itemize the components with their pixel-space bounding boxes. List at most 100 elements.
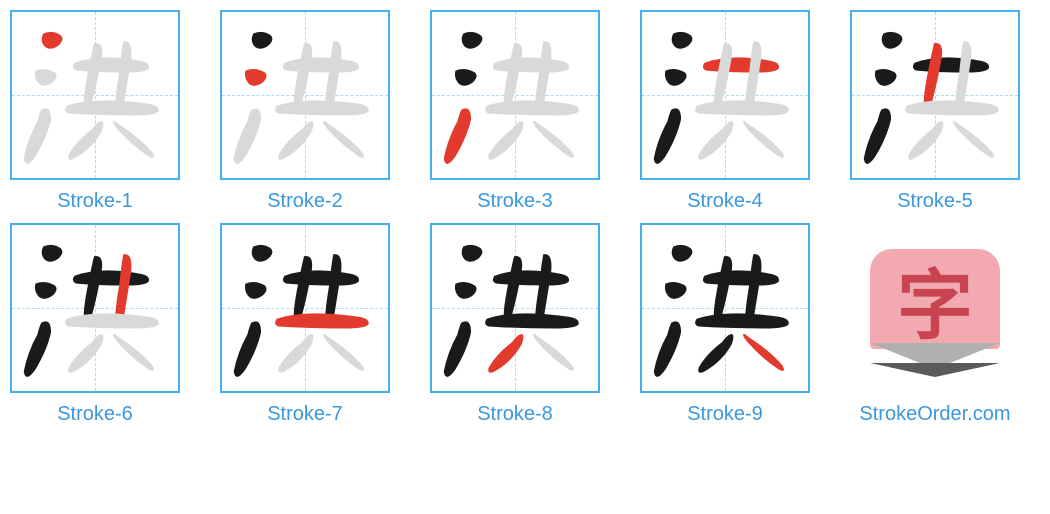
- stroke-path-8: [908, 121, 943, 160]
- stroke-path-1: [462, 32, 483, 49]
- stroke-path-5: [84, 43, 102, 106]
- stroke-path-7: [275, 313, 369, 328]
- stroke-path-3: [234, 108, 261, 163]
- logo-top: 字: [870, 249, 1000, 349]
- character-svg-6: [12, 225, 178, 391]
- stroke-path-5: [504, 43, 522, 106]
- character-svg-1: [12, 12, 178, 178]
- stroke-path-1: [252, 32, 273, 49]
- stroke-path-1: [672, 32, 693, 49]
- stroke-path-5: [924, 43, 942, 106]
- stroke-box-1: [10, 10, 180, 180]
- stroke-box-8: [430, 223, 600, 393]
- stroke-path-2: [455, 282, 477, 299]
- stroke-path-8: [488, 334, 523, 373]
- stroke-path-3: [24, 108, 51, 163]
- stroke-cell-3: Stroke-3: [430, 10, 600, 213]
- stroke-path-2: [35, 69, 57, 86]
- stroke-path-7: [275, 100, 369, 115]
- logo-tri-dark: [870, 363, 1000, 377]
- stroke-label-8: Stroke-8: [477, 403, 553, 426]
- logo-cell: 字 StrokeOrder.com: [850, 223, 1020, 426]
- stroke-path-9: [323, 121, 364, 158]
- stroke-path-9: [533, 121, 574, 158]
- stroke-path-8: [68, 334, 103, 373]
- stroke-box-9: [640, 223, 810, 393]
- stroke-path-8: [698, 121, 733, 160]
- stroke-cell-4: Stroke-4: [640, 10, 810, 213]
- stroke-box-7: [220, 223, 390, 393]
- character-svg-2: [222, 12, 388, 178]
- stroke-label-5: Stroke-5: [897, 190, 973, 213]
- stroke-path-7: [485, 100, 579, 115]
- stroke-path-2: [455, 69, 477, 86]
- stroke-path-1: [42, 245, 63, 262]
- stroke-path-4: [283, 270, 359, 285]
- stroke-path-2: [875, 69, 897, 86]
- stroke-path-8: [278, 121, 313, 160]
- stroke-path-5: [294, 256, 312, 319]
- stroke-path-7: [905, 100, 999, 115]
- stroke-path-2: [665, 282, 687, 299]
- stroke-path-2: [665, 69, 687, 86]
- stroke-path-5: [714, 43, 732, 106]
- stroke-path-7: [65, 313, 159, 328]
- stroke-path-5: [294, 43, 312, 106]
- stroke-label-9: Stroke-9: [687, 403, 763, 426]
- stroke-grid: Stroke-1 Stroke-2 Stroke-3 Stroke-4 Stroke-5…: [10, 10, 1040, 426]
- stroke-label-3: Stroke-3: [477, 190, 553, 213]
- stroke-path-4: [283, 57, 359, 72]
- stroke-label-4: Stroke-4: [687, 190, 763, 213]
- stroke-path-1: [882, 32, 903, 49]
- stroke-path-3: [444, 321, 471, 376]
- character-svg-5: [852, 12, 1018, 178]
- stroke-path-9: [323, 334, 364, 371]
- stroke-path-7: [695, 100, 789, 115]
- stroke-path-4: [703, 57, 779, 72]
- stroke-cell-9: Stroke-9: [640, 223, 810, 426]
- stroke-path-4: [493, 270, 569, 285]
- character-svg-8: [432, 225, 598, 391]
- character-svg-9: [642, 225, 808, 391]
- character-svg-4: [642, 12, 808, 178]
- character-svg-3: [432, 12, 598, 178]
- stroke-label-1: Stroke-1: [57, 190, 133, 213]
- stroke-path-9: [743, 121, 784, 158]
- stroke-path-9: [743, 334, 784, 371]
- stroke-path-3: [654, 321, 681, 376]
- stroke-path-9: [533, 334, 574, 371]
- stroke-path-9: [113, 121, 154, 158]
- site-label: StrokeOrder.com: [859, 403, 1010, 426]
- stroke-path-4: [703, 270, 779, 285]
- stroke-path-3: [24, 321, 51, 376]
- stroke-path-1: [252, 245, 273, 262]
- stroke-path-5: [504, 256, 522, 319]
- stroke-path-3: [444, 108, 471, 163]
- stroke-path-9: [113, 334, 154, 371]
- stroke-cell-2: Stroke-2: [220, 10, 390, 213]
- stroke-path-9: [953, 121, 994, 158]
- stroke-path-1: [672, 245, 693, 262]
- logo-char: 字: [897, 244, 973, 354]
- stroke-cell-6: Stroke-6: [10, 223, 180, 426]
- stroke-cell-8: Stroke-8: [430, 223, 600, 426]
- stroke-path-1: [462, 245, 483, 262]
- stroke-path-8: [278, 334, 313, 373]
- stroke-path-4: [73, 270, 149, 285]
- stroke-path-3: [654, 108, 681, 163]
- stroke-cell-1: Stroke-1: [10, 10, 180, 213]
- stroke-cell-7: Stroke-7: [220, 223, 390, 426]
- stroke-label-6: Stroke-6: [57, 403, 133, 426]
- stroke-path-7: [65, 100, 159, 115]
- stroke-path-5: [84, 256, 102, 319]
- stroke-path-8: [488, 121, 523, 160]
- stroke-box-4: [640, 10, 810, 180]
- character-svg-7: [222, 225, 388, 391]
- stroke-path-3: [864, 108, 891, 163]
- stroke-path-2: [35, 282, 57, 299]
- stroke-path-5: [714, 256, 732, 319]
- stroke-label-2: Stroke-2: [267, 190, 343, 213]
- logo-tip: [870, 343, 1000, 377]
- stroke-path-1: [42, 32, 63, 49]
- stroke-path-7: [695, 313, 789, 328]
